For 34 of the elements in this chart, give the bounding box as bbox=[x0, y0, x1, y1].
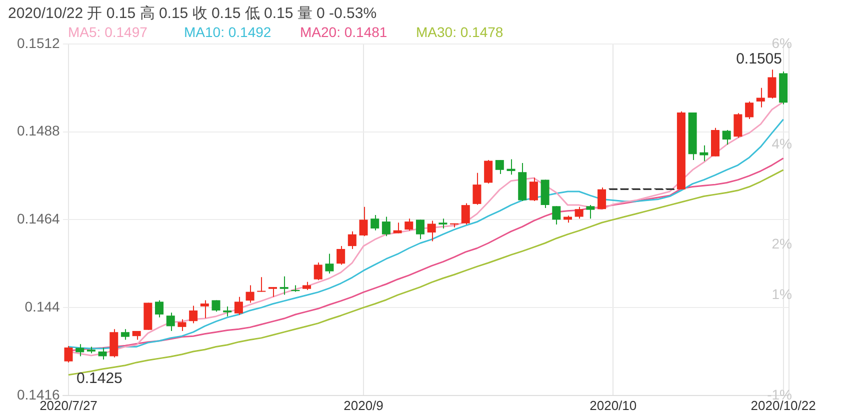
x-tick-label: 2020/9 bbox=[344, 398, 384, 413]
y-tick-label: 0.1416 bbox=[16, 386, 60, 402]
candlestick bbox=[529, 177, 538, 202]
candlestick bbox=[302, 281, 312, 290]
candlestick bbox=[120, 328, 130, 340]
text: MA30: 0.1478 bbox=[416, 24, 504, 40]
text: MA10: 0.1492 bbox=[184, 24, 272, 40]
candlestick bbox=[586, 204, 595, 220]
candlestick bbox=[212, 300, 220, 312]
candlestick bbox=[268, 286, 277, 298]
candlestick bbox=[438, 218, 448, 229]
y-tick-label: 0.1488 bbox=[16, 122, 60, 139]
annotation: 0.1505 bbox=[736, 50, 782, 68]
candlestick bbox=[223, 306, 232, 317]
candlestick bbox=[200, 300, 209, 319]
candlestick bbox=[314, 262, 322, 281]
candlestick bbox=[574, 206, 584, 220]
candlestick bbox=[416, 219, 424, 240]
candlestick bbox=[178, 318, 186, 332]
candlestick bbox=[359, 206, 368, 237]
candlestick bbox=[325, 253, 334, 274]
text: MA20: 0.1481 bbox=[300, 24, 388, 40]
x-tick-label: 2020/10 bbox=[590, 398, 637, 413]
candlestick bbox=[86, 346, 96, 354]
candlestick bbox=[234, 296, 243, 316]
chart-title: 2020/10/22 开 0.15 高 0.15 收 0.15 低 0.15 量 0 -0.53% bbox=[8, 4, 377, 23]
candlestick bbox=[280, 276, 288, 296]
annotation: 0.1425 bbox=[76, 370, 122, 388]
candlestick bbox=[700, 144, 708, 162]
text: MA5: 0.1497 bbox=[68, 24, 148, 40]
y-tick-label: 0.144 bbox=[24, 298, 60, 314]
candlestick bbox=[427, 220, 436, 242]
y-tick-label: 0.1464 bbox=[16, 210, 60, 227]
y-tick-label: 0.1512 bbox=[16, 34, 60, 51]
